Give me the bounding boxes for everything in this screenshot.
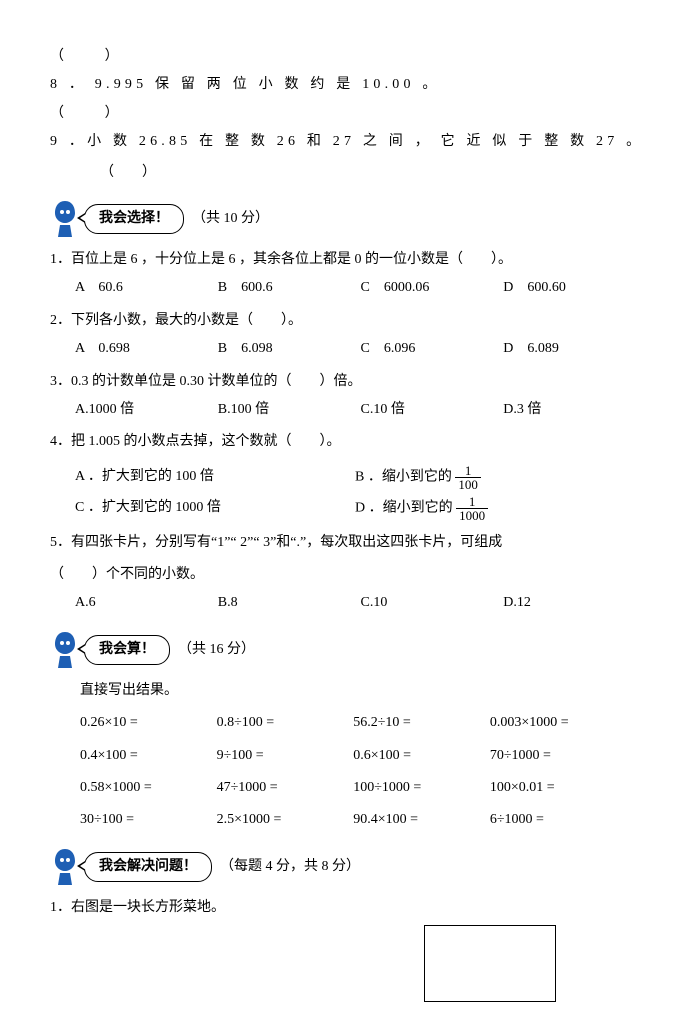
calc-row-4: 30÷100 = 2.5×1000 = 90.4×100 = 6÷1000 = — [80, 809, 646, 831]
mascot-icon — [50, 199, 80, 239]
calc-cell: 6÷1000 = — [490, 809, 646, 831]
mascot-icon — [50, 847, 80, 887]
tf-q8: 8 ． 9.995 保 留 两 位 小 数 约 是 10.00 。 — [50, 74, 646, 96]
q5-opt-a: A.6 — [75, 592, 218, 614]
choose-q4-options: A ．扩大到它的 100 倍 B ．缩小到它的 1100 C ．扩大到它的 10… — [50, 464, 646, 522]
fraction-1-100: 1100 — [455, 464, 481, 491]
choose-q5-options: A.6 B.8 C.10 D.12 — [75, 592, 646, 614]
q4-b-pre: B ．缩小到它的 — [355, 469, 452, 484]
choose-q2-options: A 0.698 B 6.098 C 6.096 D 6.089 — [75, 338, 646, 360]
calc-cell: 90.4×100 = — [353, 809, 490, 831]
section-calc-title: 我会算！ — [84, 635, 170, 665]
choose-q1: 1．百位上是 6 ，十分位上是 6 ，其余各位上都是 0 的一位小数是（ ）。 — [50, 249, 646, 271]
choose-q1-options: A 60.6 B 600.6 C 6000.06 D 600.60 — [75, 277, 646, 299]
q3-opt-c: C.10 倍 — [361, 399, 504, 421]
calc-cell: 0.6×100 = — [353, 745, 490, 767]
mascot-icon — [50, 630, 80, 670]
calc-intro: 直接写出结果。 — [80, 680, 646, 702]
q1-opt-d: D 600.60 — [503, 277, 646, 299]
q2-opt-c: C 6.096 — [361, 338, 504, 360]
calc-row-1: 0.26×10 = 0.8÷100 = 56.2÷10 = 0.003×1000… — [80, 712, 646, 734]
calc-cell: 47÷1000 = — [217, 777, 354, 799]
fraction-1-1000: 11000 — [456, 495, 488, 522]
choose-q5-line2: （ ）个不同的小数。 — [50, 564, 646, 586]
calc-cell: 2.5×1000 = — [217, 809, 354, 831]
choose-q2: 2．下列各小数，最大的小数是（ ）。 — [50, 310, 646, 332]
choose-q3-options: A.1000 倍 B.100 倍 C.10 倍 D.3 倍 — [75, 399, 646, 421]
q1-opt-b: B 600.6 — [218, 277, 361, 299]
q5-opt-c: C.10 — [361, 592, 504, 614]
q5-opt-d: D.12 — [503, 592, 646, 614]
calc-cell: 0.4×100 = — [80, 745, 217, 767]
solve-q1-wrap: 1．右图是一块长方形菜地。 — [50, 897, 646, 987]
q3-opt-b: B.100 倍 — [218, 399, 361, 421]
tf-blank-8: （ ） — [50, 103, 646, 125]
choose-q5: 5．有四张卡片，分别写有“1”“ 2”“ 3”和“.”，每次取出这四张卡片，可组… — [50, 532, 646, 554]
q2-opt-b: B 6.098 — [218, 338, 361, 360]
calc-cell: 0.003×1000 = — [490, 712, 646, 734]
section-solve-header: 我会解决问题！ （每题 4 分，共 8 分） — [50, 847, 646, 887]
calc-cell: 0.58×1000 = — [80, 777, 217, 799]
choose-q4: 4．把 1.005 的小数点去掉，这个数就（ ）。 — [50, 431, 646, 453]
q4-d-pre: D ．缩小到它的 — [355, 500, 453, 515]
calc-row-3: 0.58×1000 = 47÷1000 = 100÷1000 = 100×0.0… — [80, 777, 646, 799]
calc-cell: 100×0.01 = — [490, 777, 646, 799]
calc-cell: 30÷100 = — [80, 809, 217, 831]
rectangle-figure — [424, 925, 556, 1002]
calc-cell: 56.2÷10 = — [353, 712, 490, 734]
q3-opt-d: D.3 倍 — [503, 399, 646, 421]
section-solve-title: 我会解决问题！ — [84, 852, 212, 882]
choose-q3: 3．0.3 的计数单位是 0.30 计数单位的（ ）倍。 — [50, 371, 646, 393]
section-calc-header: 我会算！ （共 16 分） — [50, 630, 646, 670]
q4-opt-d: D ．缩小到它的 11000 — [355, 495, 488, 522]
q4-opt-a: A ．扩大到它的 100 倍 — [75, 466, 355, 488]
q2-opt-a: A 0.698 — [75, 338, 218, 360]
section-choose-header: 我会选择！ （共 10 分） — [50, 199, 646, 239]
tf-blank-7: （ ） — [50, 46, 646, 68]
q4-opt-c: C ．扩大到它的 1000 倍 — [75, 497, 355, 519]
calc-row-2: 0.4×100 = 9÷100 = 0.6×100 = 70÷1000 = — [80, 745, 646, 767]
q5-opt-b: B.8 — [218, 592, 361, 614]
tf-blank-9: （ ） — [50, 162, 646, 184]
tf-q9: 9 ．小 数 26.85 在 整 数 26 和 27 之 间 ， 它 近 似 于… — [50, 131, 646, 153]
calc-cell: 70÷1000 = — [490, 745, 646, 767]
calc-cell: 0.26×10 = — [80, 712, 217, 734]
section-calc-note: （共 16 分） — [178, 639, 255, 661]
calc-cell: 9÷100 = — [217, 745, 354, 767]
q2-opt-d: D 6.089 — [503, 338, 646, 360]
calc-cell: 100÷1000 = — [353, 777, 490, 799]
calc-cell: 0.8÷100 = — [217, 712, 354, 734]
q1-opt-a: A 60.6 — [75, 277, 218, 299]
section-choose-title: 我会选择！ — [84, 204, 184, 234]
q3-opt-a: A.1000 倍 — [75, 399, 218, 421]
solve-q1: 1．右图是一块长方形菜地。 — [50, 897, 646, 919]
q4-opt-b: B ．缩小到它的 1100 — [355, 464, 481, 491]
section-choose-note: （共 10 分） — [192, 208, 269, 230]
q1-opt-c: C 6000.06 — [361, 277, 504, 299]
section-solve-note: （每题 4 分，共 8 分） — [220, 856, 360, 878]
